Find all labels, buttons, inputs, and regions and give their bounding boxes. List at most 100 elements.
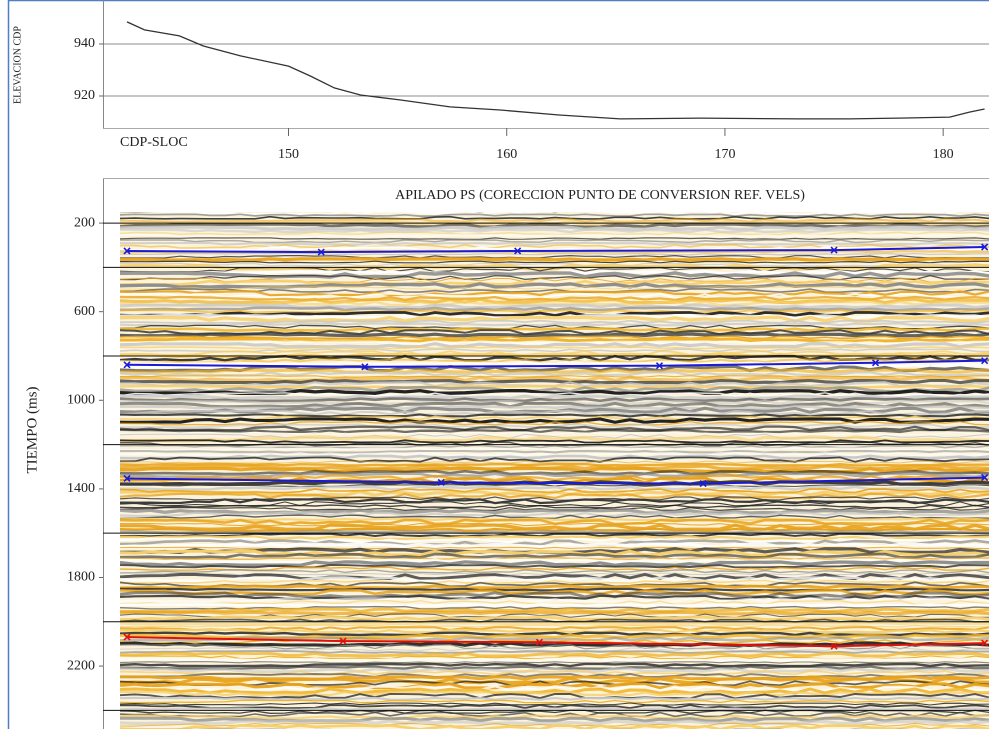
seismic-trace: [120, 332, 989, 338]
seismic-trace: [120, 552, 989, 559]
seismic-trace: [120, 237, 989, 240]
seismic-trace: [120, 420, 989, 426]
seismic-trace: [120, 556, 989, 561]
seismic-trace: [120, 626, 989, 632]
y-axis-label: TIEMPO (ms): [24, 386, 40, 473]
seismic-trace: [120, 260, 989, 264]
seismic-trace: [120, 431, 989, 436]
seismic-trace: [120, 621, 989, 626]
y-tick-label: 2200: [67, 658, 95, 673]
horizon-pick: [981, 357, 989, 365]
seismic-trace: [120, 560, 989, 567]
seismic-trace: [120, 315, 989, 323]
seismic-trace: [120, 233, 989, 239]
seismic-trace: [120, 693, 989, 700]
chart-title: APILADO PS (CORECCION PUNTO DE CONVERSIO…: [395, 188, 805, 203]
seismic-trace: [120, 650, 989, 654]
x-axis-label: CDP-SLOC: [120, 135, 188, 150]
seismic-trace: [120, 576, 989, 583]
y-tick-label: 1400: [67, 481, 95, 496]
horizon-pick: [437, 478, 445, 487]
seismic-image: [120, 212, 989, 729]
seismic-trace: [120, 676, 989, 685]
seismic-trace: [120, 591, 989, 599]
seismic-trace: [120, 394, 989, 400]
seismic-trace: [120, 428, 989, 434]
seismic-trace: [120, 709, 989, 714]
seismic-trace: [120, 213, 989, 217]
seismic-trace: [120, 631, 989, 637]
seismic-trace: [120, 485, 989, 491]
horizon-pick: [123, 247, 131, 255]
seismic-trace: [120, 228, 989, 234]
horizon-pick: [535, 638, 544, 646]
seismic-trace: [120, 274, 989, 281]
seismic-trace: [120, 346, 989, 350]
seismic-trace: [120, 542, 989, 549]
y-axis-label: ELEVACION CDP: [12, 26, 23, 104]
seismic-trace: [120, 375, 989, 383]
seismic-trace: [120, 517, 989, 522]
seismic-trace: [120, 496, 989, 501]
seismic-trace: [120, 644, 989, 650]
seismic-trace: [120, 342, 989, 349]
seismic-trace: [120, 309, 989, 314]
seismic-trace: [120, 615, 989, 621]
seismic-trace: [120, 405, 989, 411]
seismic-trace: [120, 243, 989, 249]
horizon-pick: [830, 642, 838, 650]
seismic-trace: [120, 672, 989, 678]
horizon-pick: [981, 639, 989, 647]
seismic-trace: [120, 252, 989, 256]
y-tick-label: 600: [74, 304, 95, 319]
seismic-trace: [120, 335, 989, 340]
seismic-trace: [120, 257, 989, 262]
horizon-pick: [981, 243, 989, 251]
horizon-pick: [655, 362, 664, 370]
seismic-trace: [120, 511, 989, 517]
seismic-trace: [120, 707, 989, 712]
seismic-trace: [120, 651, 989, 658]
seismic-trace: [120, 392, 989, 397]
seismic-trace: [120, 399, 989, 405]
seismic-trace: [120, 522, 989, 527]
seismic-trace: [120, 409, 989, 416]
seismic-trace: [120, 535, 989, 540]
seismic-trace: [120, 239, 989, 244]
horizon-pick: [339, 637, 347, 645]
seismic-trace: [120, 480, 989, 486]
seismic-trace: [120, 610, 989, 616]
seismic-trace: [120, 587, 989, 592]
seismic-trace: [120, 462, 989, 467]
seismic-trace: [120, 603, 989, 608]
y-tick-label: 1800: [67, 570, 95, 585]
seismic-trace: [120, 657, 989, 663]
seismic-trace: [120, 212, 857, 213]
seismic-trace: [120, 241, 989, 246]
seismic-trace: [120, 292, 989, 299]
seismic-trace: [120, 714, 989, 720]
series-line: [126, 476, 985, 485]
seismic-trace: [120, 532, 989, 538]
series-line: [126, 21, 985, 120]
seismic-trace: [120, 704, 989, 710]
x-tick-label: 180: [933, 147, 954, 162]
seismic-trace: [120, 539, 989, 547]
seismic-trace: [120, 724, 989, 729]
seismic-trace: [120, 337, 989, 343]
seismic-trace: [120, 523, 989, 531]
seismic-trace: [120, 696, 989, 701]
seismic-trace: [120, 690, 989, 697]
seismic-trace: [120, 456, 989, 463]
seismic-trace: [120, 460, 989, 464]
horizon-pick: [830, 246, 838, 254]
seismic-trace: [120, 378, 989, 385]
seismic-trace: [120, 661, 989, 664]
seismic-trace: [120, 319, 989, 324]
x-tick-label: 150: [278, 147, 299, 162]
seismic-trace: [120, 425, 989, 432]
horizon-pick: [123, 633, 131, 641]
y-tick-label: 1000: [67, 393, 95, 408]
seismic-trace: [120, 579, 989, 584]
